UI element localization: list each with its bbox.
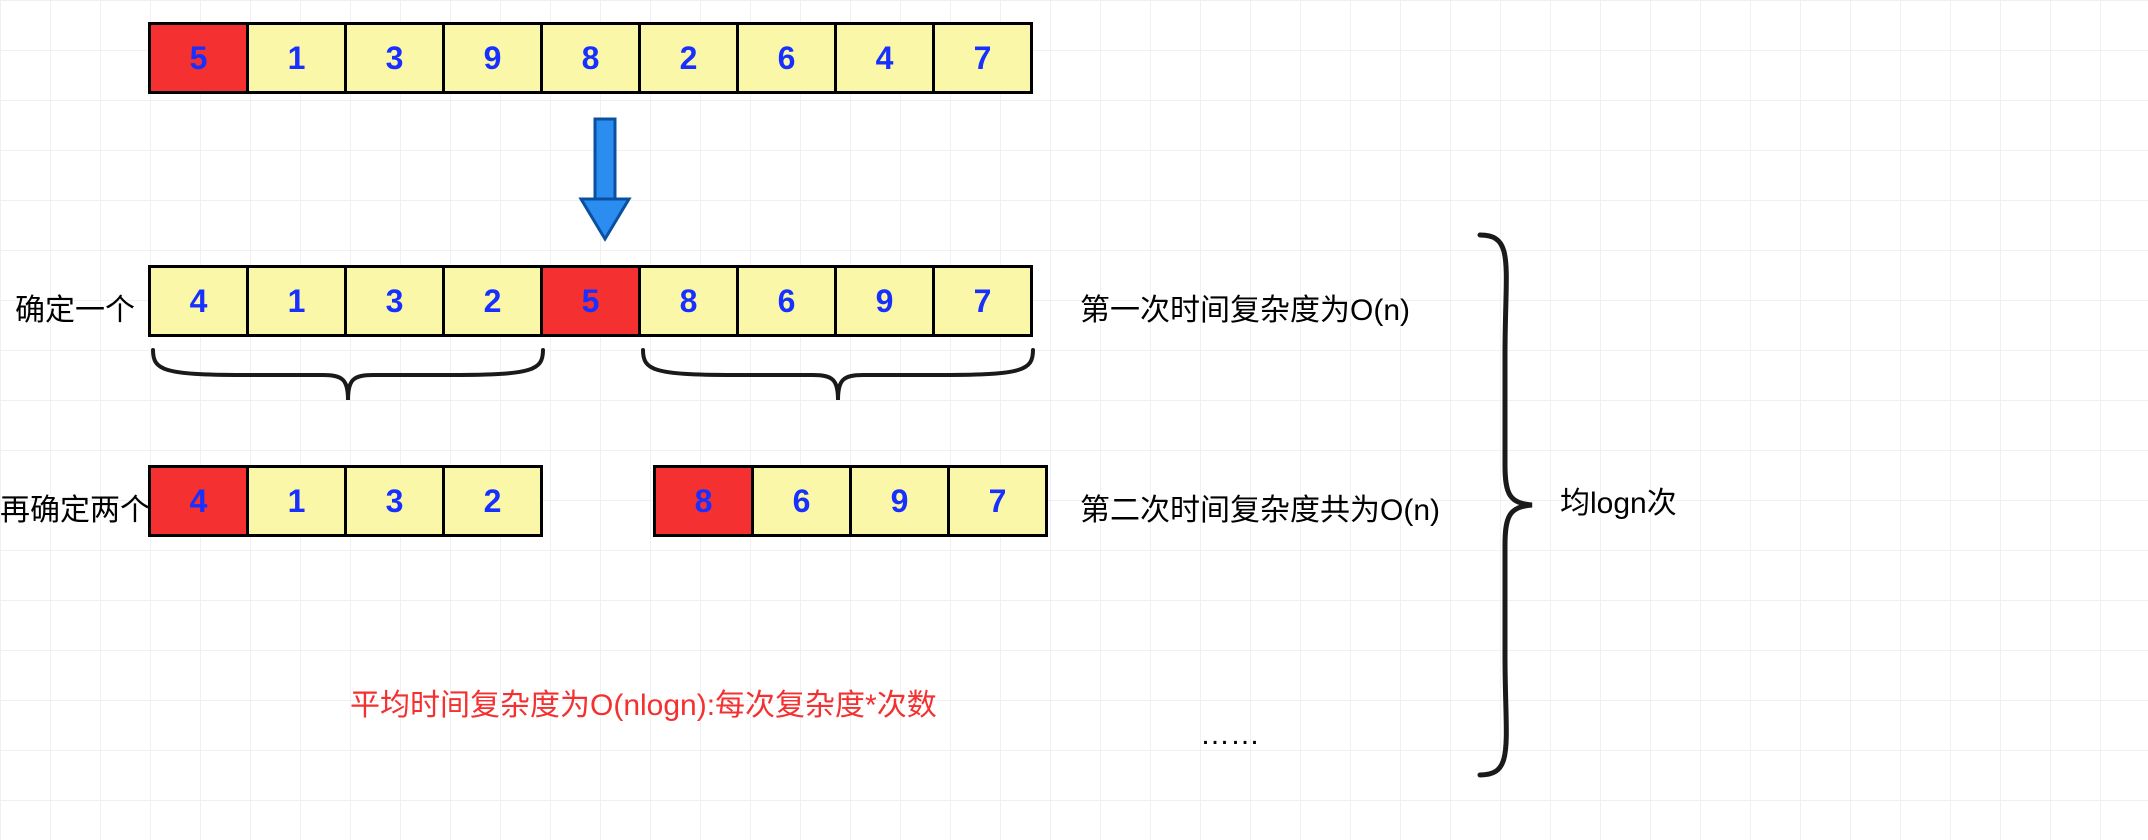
array-row-initial: 513982647 bbox=[148, 22, 1033, 94]
array-cell: 1 bbox=[246, 465, 347, 537]
array-cell: 2 bbox=[442, 465, 543, 537]
array-row-partitioned: 413258697 bbox=[148, 265, 1033, 337]
label-summary: 平均时间复杂度为O(nlogn):每次复杂度*次数 bbox=[350, 680, 937, 724]
array-cell: 8 bbox=[638, 265, 739, 337]
array-cell: 1 bbox=[246, 22, 347, 94]
array-cell-pivot: 5 bbox=[148, 22, 249, 94]
array-cell: 4 bbox=[148, 265, 249, 337]
array-cell: 3 bbox=[344, 22, 445, 94]
array-cell: 2 bbox=[442, 265, 543, 337]
array-cell-pivot: 5 bbox=[540, 265, 641, 337]
array-cell: 7 bbox=[932, 22, 1033, 94]
array-cell: 6 bbox=[751, 465, 852, 537]
brace-under-right bbox=[633, 345, 1043, 410]
label-row3-left: 再确定两个 bbox=[0, 485, 150, 529]
label-ellipsis: …… bbox=[1200, 718, 1260, 752]
array-cell: 2 bbox=[638, 22, 739, 94]
array-cell: 6 bbox=[736, 22, 837, 94]
array-cell: 3 bbox=[344, 465, 445, 537]
label-row2-left: 确定一个 bbox=[15, 285, 135, 329]
array-cell: 8 bbox=[540, 22, 641, 94]
diagram-stage: 513982647 确定一个 413258697 第一次时间复杂度为O(n) 再… bbox=[0, 0, 2148, 840]
brace-under-left bbox=[143, 345, 553, 410]
array-cell: 7 bbox=[932, 265, 1033, 337]
array-cell: 3 bbox=[344, 265, 445, 337]
array-cell: 9 bbox=[849, 465, 950, 537]
label-brace-right: 均logn次 bbox=[1560, 478, 1677, 522]
array-cell-pivot: 4 bbox=[148, 465, 249, 537]
array-row-sub-right: 8697 bbox=[653, 465, 1048, 537]
array-cell: 7 bbox=[947, 465, 1048, 537]
array-cell: 9 bbox=[442, 22, 543, 94]
array-cell: 6 bbox=[736, 265, 837, 337]
array-cell: 1 bbox=[246, 265, 347, 337]
array-cell: 4 bbox=[834, 22, 935, 94]
label-row3-right: 第二次时间复杂度共为O(n) bbox=[1080, 485, 1440, 529]
label-row2-right: 第一次时间复杂度为O(n) bbox=[1080, 285, 1410, 329]
array-cell-pivot: 8 bbox=[653, 465, 754, 537]
arrow-down bbox=[575, 115, 635, 250]
array-cell: 9 bbox=[834, 265, 935, 337]
brace-right-big bbox=[1470, 225, 1540, 790]
array-row-sub-left: 4132 bbox=[148, 465, 543, 537]
